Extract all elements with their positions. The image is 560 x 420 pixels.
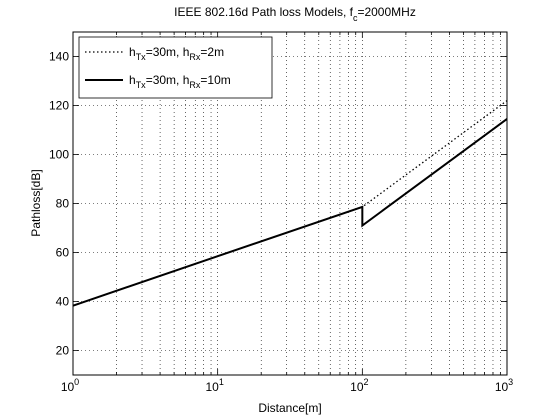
x-tick-base: 10	[205, 380, 219, 394]
x-tick-label: 100	[61, 377, 79, 394]
x-tick-label: 103	[495, 377, 513, 394]
x-tick-base: 10	[495, 380, 509, 394]
legend-text-part: =10m	[200, 73, 230, 87]
x-tick-labels: 100 101 102 103	[61, 377, 513, 394]
y-tick-label: 80	[56, 197, 70, 211]
legend-box	[78, 36, 273, 99]
series-line-2	[72, 118, 508, 307]
x-tick-exponent: 0	[74, 377, 79, 387]
y-tick-label: 120	[49, 99, 69, 113]
y-axis-label: Pathloss[dB]	[29, 169, 43, 236]
y-tick-label: 60	[56, 246, 70, 260]
x-axis-label: Distance[m]	[258, 401, 321, 415]
title-text: IEEE 802.16d Path loss Models, f	[174, 5, 353, 19]
legend-text-part: =30m, h	[146, 45, 190, 59]
y-tick-labels: 20 40 60 80 100 120 140	[49, 50, 69, 358]
x-tick-label: 101	[205, 377, 223, 394]
title-suffix: =2000MHz	[357, 5, 415, 19]
chart-title: IEEE 802.16d Path loss Models, fc=2000MH…	[174, 5, 416, 23]
axis-ticks	[72, 32, 508, 375]
legend-text-part: h	[129, 45, 136, 59]
y-tick-label: 40	[56, 295, 70, 309]
title-subscript: c	[353, 13, 358, 23]
x-tick-base: 10	[61, 380, 75, 394]
x-tick-exponent: 1	[219, 377, 224, 387]
legend-subscript: Rx	[189, 52, 200, 62]
x-tick-base: 10	[350, 380, 364, 394]
y-tick-label: 140	[49, 50, 69, 64]
x-tick-exponent: 3	[508, 377, 513, 387]
y-tick-label: 100	[49, 148, 69, 162]
legend-text-part: =30m, h	[146, 73, 190, 87]
x-tick-label: 102	[350, 377, 368, 394]
legend-label-2: hTx=30m, hRx=10m	[129, 73, 231, 90]
legend-text-part: h	[129, 73, 136, 87]
legend-text-part: =2m	[200, 45, 224, 59]
x-tick-exponent: 2	[364, 377, 369, 387]
legend-subscript: Tx	[136, 52, 146, 62]
legend-subscript: Tx	[136, 80, 146, 90]
y-tick-label: 20	[56, 344, 70, 358]
series-layer	[72, 100, 508, 307]
legend-subscript: Rx	[189, 80, 200, 90]
legend-label-1: hTx=30m, hRx=2m	[129, 45, 224, 62]
